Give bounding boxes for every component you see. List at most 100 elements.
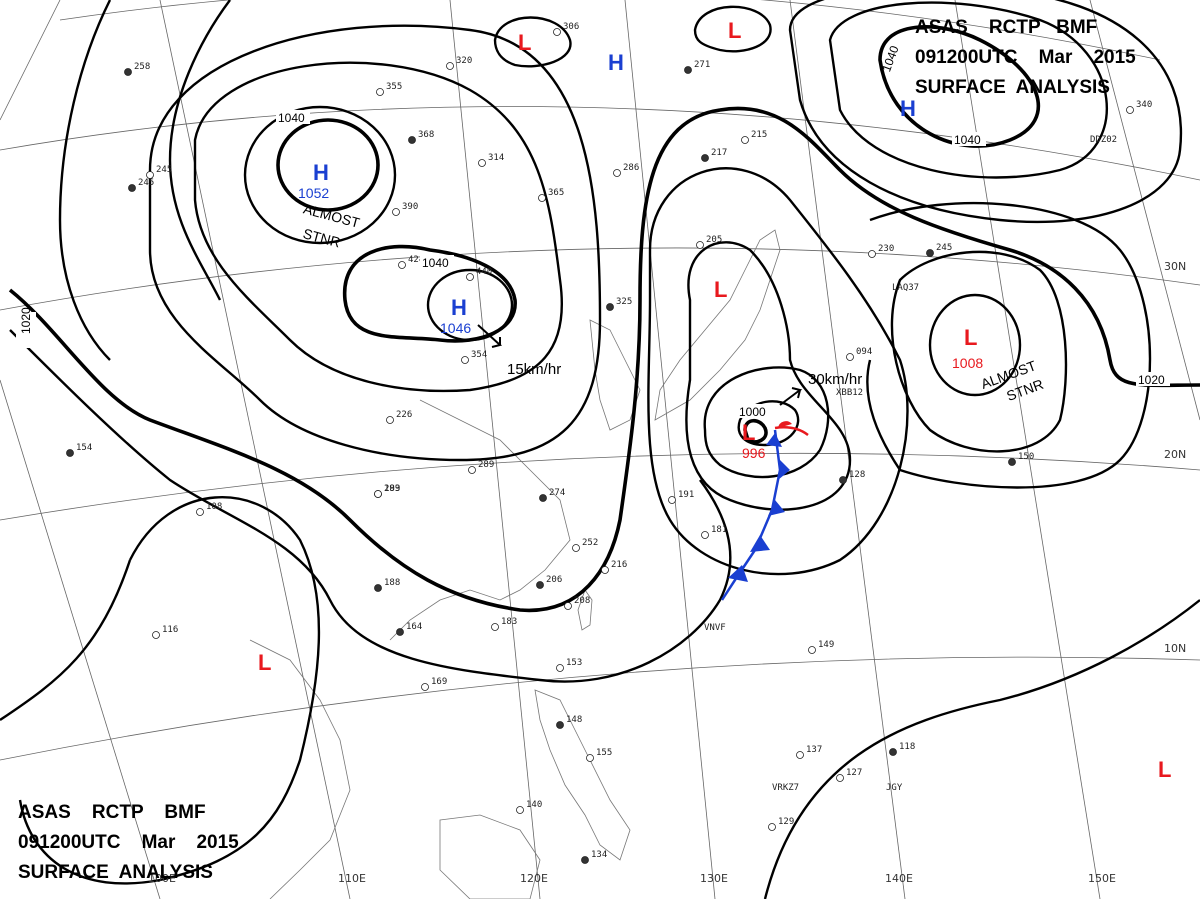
station-id: XBB12 [836,388,863,398]
station-circle [478,159,486,167]
station-circle [446,62,454,70]
station-pressure: 271 [694,60,710,70]
station-pressure: 289 [478,460,494,470]
station-circle [152,631,160,639]
station-pressure: 181 [711,525,727,535]
motion-speed-high: 15km/hr [507,361,561,378]
station-plot: 314 [478,153,504,167]
station-id: DDZ02 [1090,135,1117,145]
isobar-high-1052-2 [243,105,397,245]
station-pressure: 118 [899,742,915,752]
longitude-line-110e [159,0,351,899]
isobar-west-edge [58,0,112,361]
station-plot: 355 [376,82,402,96]
station-circle [468,466,476,474]
station-pressure: 206 [546,575,562,585]
isobar-1040-northeast [878,25,1040,148]
station-circle [392,208,400,216]
station-circle [408,136,416,144]
station-plot: 365 [538,188,564,202]
coastline-philippines [534,689,631,861]
station-pressure: 155 [596,748,612,758]
coastline-japan [654,229,781,421]
station-circle [556,664,564,672]
latitude-line [59,0,1161,61]
station-plot: 149 [808,640,834,654]
cold-front [720,421,809,601]
station-plot: 116 [152,625,178,639]
station-plot: 150 [1008,452,1034,466]
station-plot: 230 [868,244,894,258]
station-circle [601,566,609,574]
station-plot: 108 [196,502,222,516]
station-plots: 245 390 440 325 354 286 217 215 230 245 205 094 128 1… [66,22,1152,864]
station-plot: 271 [684,60,710,74]
lat-label-30n: 30N [1164,260,1186,273]
station-circle [124,68,132,76]
cold-front-line [720,429,782,601]
station-pressure: 116 [162,625,178,635]
lon-label-150e: 150E [1088,872,1116,885]
station-circle [539,494,547,502]
title-top-line2: 091200UTC Mar 2015 [915,47,1136,68]
coastline-china [389,399,571,641]
station-plot: 188 [374,578,400,592]
station-pressure: 183 [501,617,517,627]
lat-label-10n: 10N [1164,642,1186,655]
station-plot: 208 [564,596,590,610]
motion-speed-low: 30km/hr [808,371,862,388]
station-circle [741,136,749,144]
lat-label-20n: 20N [1164,448,1186,461]
station-plot: 245 [146,165,172,179]
front-triangle [766,433,782,447]
title-block-bottom: ASAS RCTP BMF 091200UTC Mar 2015 SURFACE… [18,802,239,883]
longitude-line-140e [789,0,906,899]
isobar-low-ring-3 [685,241,852,511]
station-circle [556,721,564,729]
isobar-low-inner-1000 [737,400,800,447]
title-block-top: ASAS RCTP BMF 091200UTC Mar 2015 SURFACE… [915,17,1136,98]
station-circle [421,683,429,691]
label-mask [952,132,986,146]
station-plot: 226 [386,410,412,424]
station-circle [196,508,204,516]
station-circle [808,646,816,654]
isobar-west-ring-4 [148,24,602,462]
station-plot: 217 [701,148,727,162]
coastlines [249,229,781,899]
station-circle [553,28,561,36]
station-plot: 118 [889,742,915,756]
station-pressure: 340 [1136,100,1152,110]
station-plot: 245 [128,178,154,192]
station-plot: 155 [586,748,612,762]
front-triangle [750,535,770,552]
isobar-label: 1020 [1138,373,1165,387]
isobar-south-outer [0,559,132,721]
station-pressure: 137 [806,745,822,755]
station-plot: 286 [613,163,639,177]
station-pressure: 148 [566,715,582,725]
station-plot: 206 [536,575,562,589]
station-circle [128,184,136,192]
station-pressure: 140 [526,800,542,810]
isobar-northeast-3 [788,0,1183,224]
longitude-line-150e [954,0,1101,899]
station-pressure: 189 [384,484,400,494]
station-plot: 293 [374,484,400,498]
low-center-north: L [518,30,531,55]
station-plot: 128 [839,470,865,484]
station-pressure: 094 [856,347,872,357]
station-circle [796,751,804,759]
station-pressure: 245 [156,165,172,175]
isobar-south-loop [18,496,321,885]
isobar-low-1008 [928,293,1022,397]
station-pressure: 274 [549,488,565,498]
station-plot: 252 [572,538,598,552]
station-plot: 216 [601,560,627,574]
station-plot: 137 [796,745,822,759]
motion-arrows [477,324,803,406]
isobar-label: 1040 [278,111,305,125]
station-circle [581,856,589,864]
station-plot: 127 [836,768,862,782]
low-center-north-2: L [728,18,741,43]
